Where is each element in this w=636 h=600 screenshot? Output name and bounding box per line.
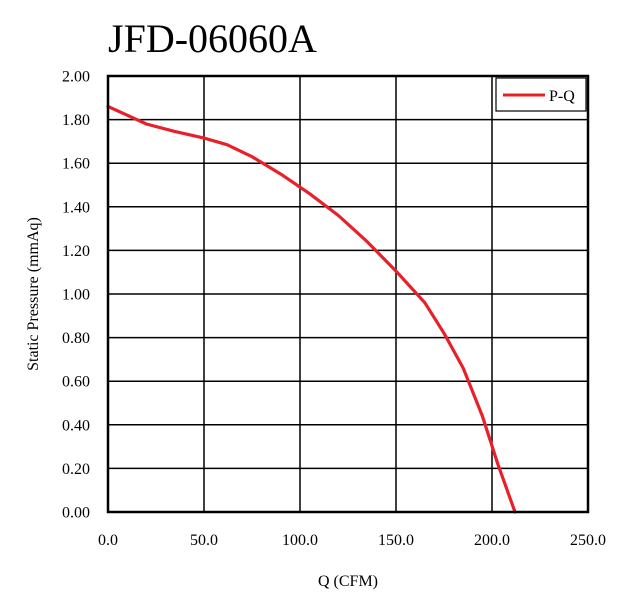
legend-label: P-Q (549, 88, 575, 105)
y-tick-label: 1.00 (62, 287, 90, 304)
y-tick-label: 1.40 (62, 199, 90, 216)
y-axis-label: Static Pressure (mmAq) (25, 217, 42, 371)
y-tick-label: 0.20 (62, 461, 90, 478)
y-tick-label: 2.00 (62, 69, 90, 86)
x-tick-label: 100.0 (282, 532, 318, 549)
x-tick-label: 150.0 (378, 532, 414, 549)
series-line-pq (106, 104, 517, 514)
tick-labels: 0.0 50.0 100.0 150.0 200.0 250.0 0.00 0.20 0.40 0… (62, 69, 606, 550)
series-layer (106, 104, 517, 514)
grid-lines (108, 76, 588, 512)
x-tick-label: 50.0 (190, 532, 218, 549)
y-tick-label: 0.80 (62, 330, 90, 347)
plot-frame (106, 74, 590, 514)
y-tick-label: 1.60 (62, 156, 90, 173)
x-axis-label: Q (CFM) (318, 573, 378, 590)
y-tick-label: 0.00 (62, 505, 90, 522)
y-tick-label: 1.20 (62, 243, 90, 260)
x-tick-label: 250.0 (570, 532, 606, 549)
x-tick-label: 0.0 (98, 532, 118, 549)
y-tick-label: 1.80 (62, 112, 90, 129)
legend: P-Q (495, 77, 587, 112)
y-tick-label: 0.60 (62, 374, 90, 391)
x-tick-label: 200.0 (474, 532, 510, 549)
chart-title: JFD-06060A (108, 16, 317, 61)
y-tick-label: 0.40 (62, 417, 90, 434)
